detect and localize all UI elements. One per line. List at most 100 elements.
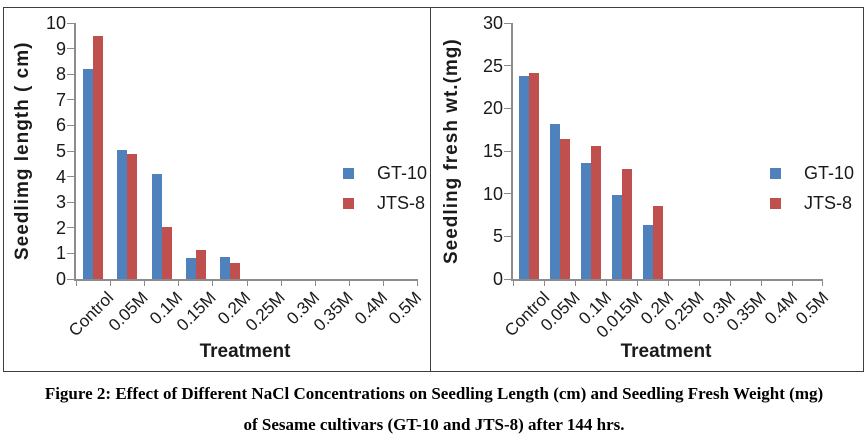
x-axis-tick: [729, 281, 731, 286]
figure-caption-line-2: of Sesame cultivars (GT-10 and JTS-8) af…: [243, 415, 625, 434]
y-axis-tick: [67, 48, 74, 50]
x-axis-tick: [821, 281, 823, 286]
x-axis-title: Treatment: [620, 341, 712, 362]
x-axis-tick: [698, 281, 700, 286]
y-axis-tick: [67, 150, 74, 152]
y-tick-label: 0: [492, 269, 503, 289]
legend-label: GT-10: [377, 163, 428, 183]
y-axis-tick: [504, 193, 511, 195]
x-tick-label: 0.4M: [760, 288, 801, 329]
bar-JTS-8-0.05M: [559, 139, 570, 279]
legend: GT-10 JTS-8: [343, 163, 427, 223]
x-axis-tick: [636, 281, 638, 286]
plot-area: 0 1 2 3 4 5 6 7 8 9 10 Control 0.05M 0.1M 0.15M 0.2M 0.2…: [46, 13, 425, 340]
bar-GT-10-Control: [518, 75, 529, 279]
y-tick-label: 10: [482, 183, 503, 204]
bar-JTS-8-0.05M: [127, 153, 138, 279]
legend-item-GT-10: GT-10: [770, 163, 854, 184]
x-axis-tick: [314, 281, 316, 286]
y-axis-title: Seedling fresh wt.(mg): [441, 38, 462, 264]
bar-GT-10-0.2M: [642, 225, 653, 279]
x-axis-tick: [109, 281, 111, 286]
y-axis-tick: [504, 278, 511, 280]
y-axis-tick: [504, 235, 511, 237]
y-tick-label: 5: [55, 141, 66, 161]
bar-JTS-8-0.1M: [590, 145, 601, 279]
x-axis-tick: [383, 281, 385, 286]
x-axis-title: Treatment: [199, 341, 291, 362]
y-axis-title: Seedlimg length ( cm): [12, 41, 33, 261]
bar-GT-10-0.05M: [117, 149, 128, 279]
y-axis-tick: [67, 252, 74, 254]
x-axis-tick: [280, 281, 282, 286]
y-tick-label: 1: [55, 243, 66, 264]
y-axis-tick: [67, 201, 74, 203]
bar-JTS-8-Control: [528, 73, 539, 279]
bar-JTS-8-0.15M: [195, 250, 206, 279]
y-axis-tick: [67, 73, 74, 75]
y-tick-label: 10: [45, 13, 66, 33]
bar-GT-10-0.1M: [151, 174, 162, 279]
x-axis-tick: [760, 281, 762, 286]
x-axis-tick: [605, 281, 607, 286]
y-tick-label: 7: [55, 89, 66, 110]
bar-GT-10-0.05M: [549, 123, 560, 279]
bar-JTS-8-0.2M: [652, 205, 663, 279]
x-axis-tick: [574, 281, 576, 286]
legend-swatch-JTS-8: [343, 198, 354, 209]
x-axis-tick: [416, 281, 418, 286]
legend-label: GT-10: [804, 163, 855, 183]
y-axis-tick: [504, 65, 511, 67]
y-tick-label: 25: [482, 55, 503, 76]
legend-label: JTS-8: [377, 193, 426, 213]
x-axis-tick: [667, 281, 669, 286]
y-tick-label: 3: [55, 192, 66, 213]
bar-JTS-8-0.2M: [229, 262, 240, 279]
x-axis-tick: [212, 281, 214, 286]
bar-JTS-8-Control: [93, 35, 104, 279]
y-axis-tick: [67, 22, 74, 24]
figure-caption: Figure 2: Effect of Different NaCl Conce…: [0, 378, 868, 440]
x-axis-tick: [543, 281, 545, 286]
y-tick-label: 5: [492, 226, 503, 247]
y-axis-tick: [504, 107, 511, 109]
y-axis-tick: [504, 22, 511, 24]
x-axis-tick: [246, 281, 248, 286]
y-tick-label: 4: [55, 166, 66, 187]
x-tick-label: 0.5M: [791, 288, 832, 329]
legend: GT-10 JTS-8: [770, 163, 854, 223]
y-axis-tick: [67, 227, 74, 229]
x-tick-label: 0.4M: [350, 288, 392, 329]
bar-GT-10-0.15M: [185, 258, 196, 279]
y-tick-label: 0: [55, 269, 66, 289]
y-axis-tick: [67, 124, 74, 126]
y-tick-label: 6: [55, 115, 66, 136]
y-axis-tick: [67, 278, 74, 280]
legend-item-JTS-8: JTS-8: [770, 193, 854, 214]
x-tick-label: 0.5M: [385, 288, 426, 329]
legend-item-JTS-8: JTS-8: [343, 193, 427, 214]
x-axis-tick: [512, 281, 514, 286]
legend-label: JTS-8: [804, 193, 853, 213]
legend-item-GT-10: GT-10: [343, 163, 427, 184]
seedling-fresh-weight-chart-panel: Seedling fresh wt.(mg) 0 5 10 15 20 25 30 Contr…: [430, 7, 864, 372]
y-axis-tick: [67, 99, 74, 101]
bar-GT-10-Control: [83, 69, 94, 279]
y-tick-label: 8: [55, 64, 66, 85]
legend-swatch-GT-10: [343, 168, 354, 179]
legend-swatch-GT-10: [770, 168, 781, 179]
bar-JTS-8-0.015M: [621, 168, 632, 279]
x-axis-tick: [791, 281, 793, 286]
y-axis-tick: [67, 176, 74, 178]
seedling-length-chart-panel: Seedlimg length ( cm) 0 1 2 3 4 5 6 7 8 9 10 Contro…: [3, 7, 431, 372]
x-axis-tick: [75, 281, 77, 286]
bar-GT-10-0.2M: [219, 256, 230, 279]
bar-JTS-8-0.1M: [161, 226, 172, 279]
y-axis-tick: [504, 150, 511, 152]
plot-area: 0 5 10 15 20 25 30 Control 0.05M 0.1M 0.015M 0.2M 0.…: [483, 13, 832, 342]
y-tick-label: 9: [55, 38, 66, 59]
figure-caption-line-1: Figure 2: Effect of Different NaCl Conce…: [44, 384, 824, 403]
legend-swatch-JTS-8: [770, 198, 781, 209]
x-axis-tick: [178, 281, 180, 286]
